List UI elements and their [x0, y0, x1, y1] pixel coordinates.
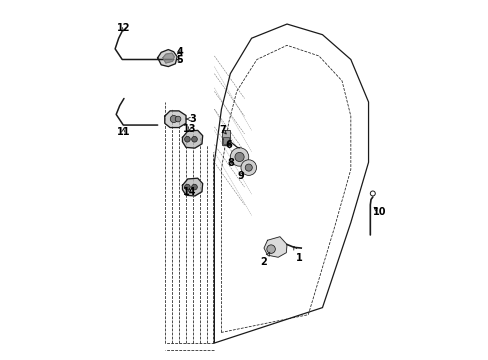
Circle shape: [191, 136, 197, 142]
Text: 11: 11: [116, 127, 130, 137]
Circle shape: [244, 164, 252, 171]
Text: 12: 12: [117, 23, 130, 33]
Text: 1: 1: [293, 246, 302, 263]
Text: 2: 2: [260, 252, 269, 267]
Text: 7: 7: [220, 125, 226, 135]
Text: 4: 4: [176, 48, 183, 57]
Bar: [223, 138, 228, 144]
Text: 9: 9: [237, 171, 244, 181]
Circle shape: [266, 245, 275, 253]
Circle shape: [170, 116, 177, 123]
Circle shape: [175, 116, 181, 122]
Circle shape: [184, 136, 190, 142]
Circle shape: [184, 184, 190, 190]
Text: 6: 6: [224, 140, 231, 150]
Text: 14: 14: [183, 188, 196, 197]
Polygon shape: [182, 130, 202, 148]
Text: 13: 13: [183, 123, 196, 134]
Polygon shape: [164, 111, 185, 127]
Polygon shape: [182, 178, 202, 196]
Polygon shape: [157, 50, 177, 67]
Polygon shape: [163, 53, 174, 63]
Text: 5: 5: [176, 55, 183, 65]
Circle shape: [241, 160, 256, 175]
Bar: [222, 130, 229, 145]
Circle shape: [234, 152, 244, 162]
Circle shape: [230, 148, 248, 166]
Polygon shape: [264, 237, 286, 257]
Circle shape: [191, 184, 197, 190]
Text: 3: 3: [186, 114, 195, 124]
Text: 10: 10: [372, 207, 385, 217]
Text: 8: 8: [226, 158, 233, 168]
